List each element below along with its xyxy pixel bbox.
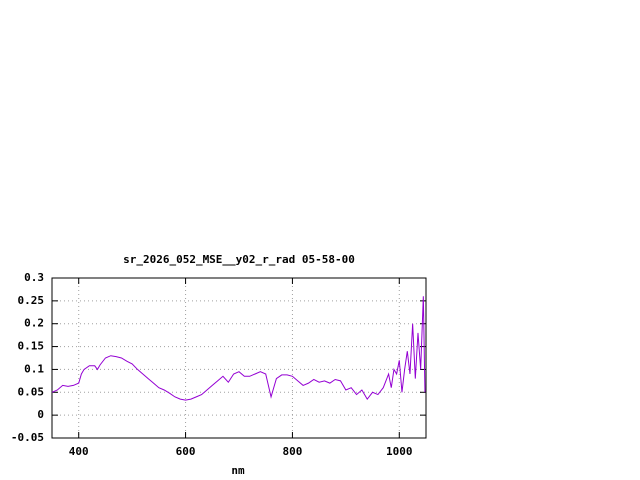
- y-tick-label: 0.3: [24, 271, 44, 284]
- x-tick-label: 800: [282, 445, 302, 458]
- x-tick-label: 600: [176, 445, 196, 458]
- data-line: [51, 296, 426, 401]
- plot-frame: [51, 277, 427, 439]
- y-tick-label: 0.1: [24, 362, 44, 375]
- y-tick-label: -0.05: [11, 431, 44, 444]
- y-tick-label: 0.15: [18, 340, 45, 353]
- chart-title: sr_2026_052_MSE__y02_r_rad 05-58-00: [123, 253, 355, 266]
- x-tick-label: 400: [69, 445, 89, 458]
- y-tick-label: 0.05: [18, 385, 45, 398]
- y-tick-label: 0.2: [24, 317, 44, 330]
- y-tick-label: 0.25: [18, 294, 45, 307]
- x-tick-label: 1000: [386, 445, 413, 458]
- y-tick-label: 0: [37, 408, 44, 421]
- x-axis-label: nm: [231, 464, 245, 477]
